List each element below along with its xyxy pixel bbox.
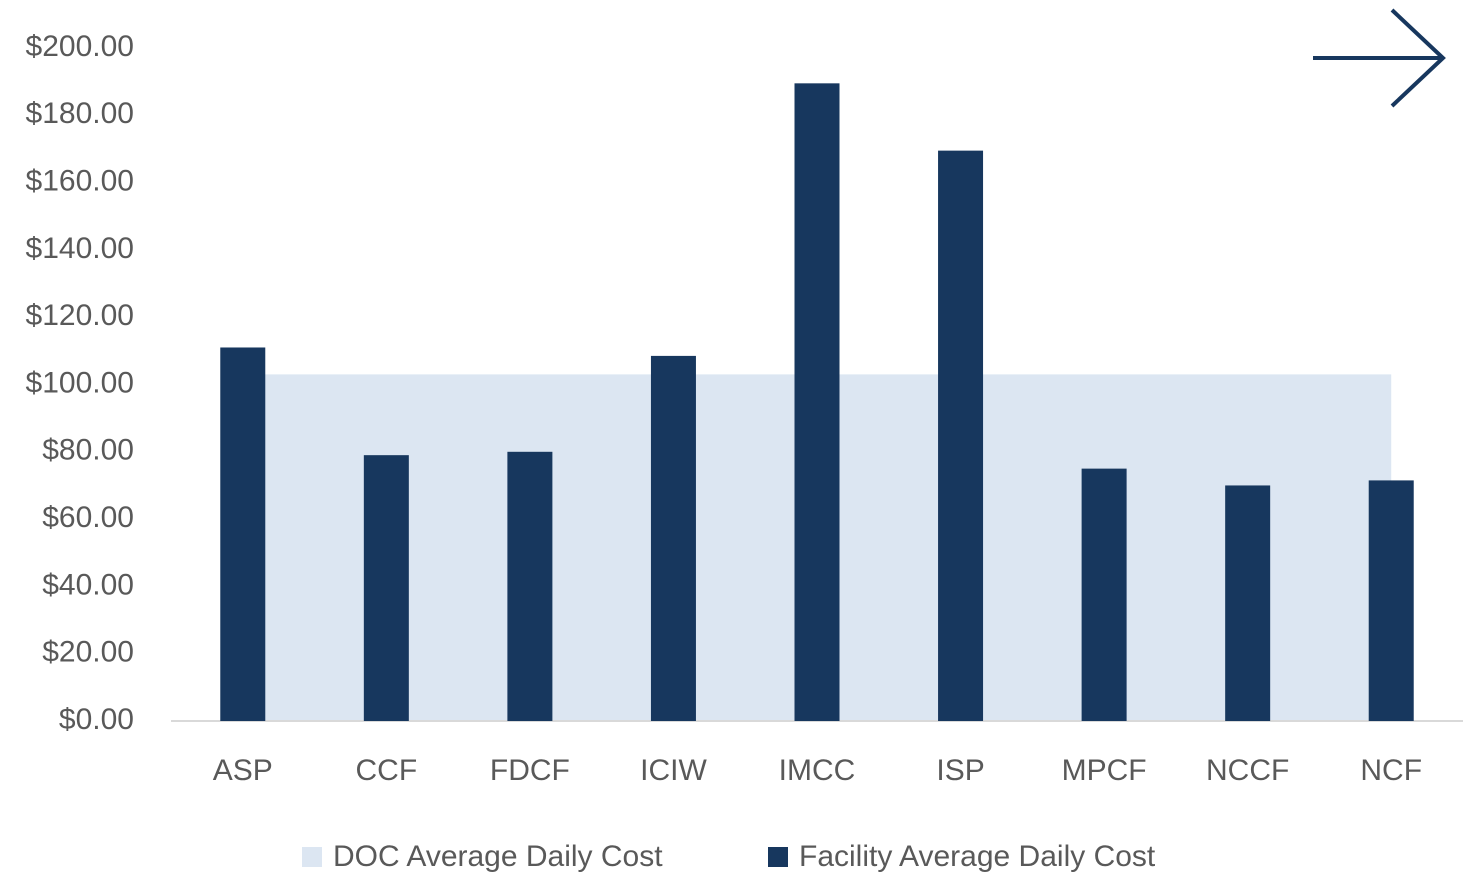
bar	[650, 355, 696, 721]
legend-swatch	[302, 847, 322, 867]
y-tick-label: $180.00	[26, 97, 134, 130]
x-tick-label: ASP	[213, 754, 273, 787]
x-tick-label: MPCF	[1062, 754, 1147, 787]
legend-label: DOC Average Daily Cost	[333, 840, 663, 873]
legend-swatch	[768, 847, 788, 867]
bar	[1081, 468, 1127, 721]
bar	[1368, 480, 1414, 721]
bar	[363, 455, 409, 721]
x-tick-label: CCF	[356, 754, 418, 787]
arrow-icon	[1313, 8, 1446, 108]
x-tick-label: ICIW	[640, 754, 707, 787]
x-tick-label: FDCF	[490, 754, 570, 787]
y-tick-label: $120.00	[26, 299, 134, 332]
bar	[938, 150, 984, 721]
y-tick-label: $80.00	[42, 434, 134, 467]
x-tick-label: ISP	[936, 754, 984, 787]
y-tick-label: $100.00	[26, 366, 134, 399]
bar	[220, 347, 266, 721]
y-tick-label: $160.00	[26, 165, 134, 198]
y-tick-label: $140.00	[26, 232, 134, 265]
x-tick-label: NCCF	[1206, 754, 1289, 787]
x-tick-label: NCF	[1360, 754, 1422, 787]
x-tick-label: IMCC	[779, 754, 856, 787]
legend-label: Facility Average Daily Cost	[799, 840, 1156, 873]
bar	[507, 451, 553, 721]
y-tick-label: $40.00	[42, 568, 134, 601]
y-tick-label: $20.00	[42, 636, 134, 669]
bar	[794, 83, 840, 721]
y-tick-label: $0.00	[59, 703, 134, 736]
y-tick-label: $60.00	[42, 501, 134, 534]
bar	[1225, 485, 1271, 721]
y-tick-label: $200.00	[26, 30, 134, 63]
